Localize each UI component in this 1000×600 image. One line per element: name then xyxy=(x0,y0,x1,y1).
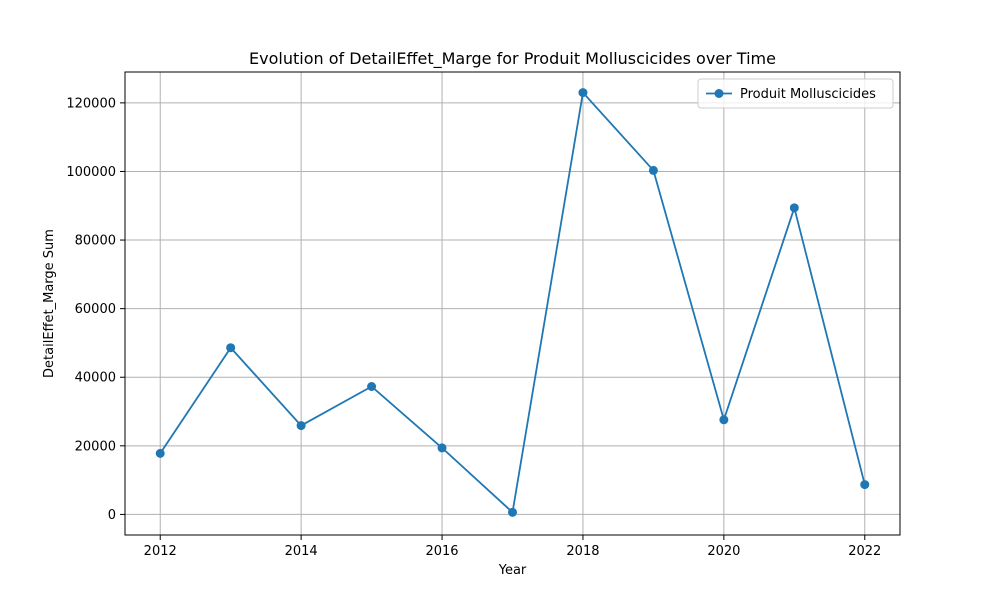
y-tick-label: 60000 xyxy=(75,302,116,317)
x-axis-title: Year xyxy=(498,563,527,578)
data-point xyxy=(296,421,306,431)
x-tick-label: 2022 xyxy=(848,544,881,559)
y-tick-label: 80000 xyxy=(75,234,116,249)
data-point xyxy=(508,507,517,517)
data-point xyxy=(648,165,658,175)
x-axis: 2012 2014 2016 2018 2020 2022 xyxy=(144,535,881,559)
y-tick-label: 20000 xyxy=(75,439,116,454)
y-tick-label: 40000 xyxy=(75,371,116,386)
legend-label: Produit Molluscicides xyxy=(740,87,876,102)
x-tick-label: 2018 xyxy=(566,544,599,559)
data-point xyxy=(789,203,799,213)
legend: Produit Molluscicides xyxy=(697,78,894,109)
y-axis-title: DetailEffet_Marge Sum xyxy=(42,229,57,378)
plot-area-frame xyxy=(124,71,901,536)
data-point xyxy=(367,381,377,391)
data-point xyxy=(437,443,447,453)
data-point xyxy=(226,343,236,353)
data-points xyxy=(155,88,870,517)
y-axis: 0 20000 40000 60000 80000 100000 120000 xyxy=(66,96,125,523)
x-tick-label: 2016 xyxy=(425,544,458,559)
y-tick-label: 0 xyxy=(108,508,116,523)
data-point xyxy=(860,480,870,490)
legend-box xyxy=(697,78,894,109)
data-point xyxy=(719,415,729,425)
y-tick-label: 120000 xyxy=(66,96,116,111)
x-tick-label: 2020 xyxy=(707,544,740,559)
x-tick-label: 2014 xyxy=(285,544,318,559)
data-point xyxy=(578,88,588,98)
x-tick-label: 2012 xyxy=(144,544,177,559)
data-point xyxy=(155,448,165,458)
grid-lines xyxy=(125,72,900,535)
chart-title: Evolution of DetailEffet_Marge for Produ… xyxy=(249,49,776,69)
legend-marker xyxy=(714,89,724,98)
y-tick-label: 100000 xyxy=(66,165,116,180)
